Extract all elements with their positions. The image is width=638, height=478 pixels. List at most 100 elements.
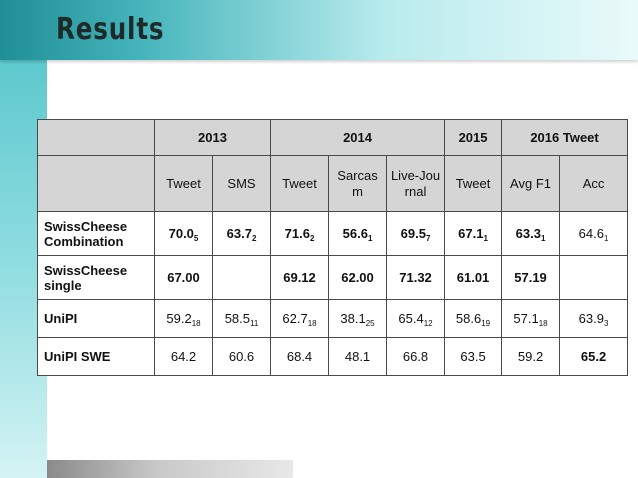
score-value: 63.5 <box>460 349 486 364</box>
rank-subscript: 2 <box>309 234 315 243</box>
score-value: 64.2 <box>170 349 197 364</box>
subheader-cell: Sarcasm <box>328 155 388 212</box>
score-value: 62.00 <box>341 270 374 285</box>
year-header-2013: 2013 <box>153 119 272 156</box>
rank-subscript: 11 <box>250 319 259 328</box>
score-value: 63.9 <box>578 311 604 326</box>
subheader-cell: SMS <box>211 155 272 212</box>
score-cell: 64.2 <box>154 337 213 376</box>
score-value: 63.3 <box>515 226 541 241</box>
score-value: 65.2 <box>580 349 607 364</box>
score-cell: 58.619 <box>444 299 503 338</box>
rank-subscript: 1 <box>367 234 373 243</box>
score-cell: 66.8 <box>386 337 446 376</box>
score-value: 64.6 <box>578 226 604 241</box>
rank-subscript: 2 <box>251 234 257 243</box>
score-cell: 65.412 <box>386 299 446 338</box>
rank-subscript: 5 <box>193 234 199 243</box>
score-cell: 38.125 <box>328 299 388 338</box>
score-cell: 67.11 <box>444 211 503 256</box>
row-label: SwissCheese single <box>37 255 155 300</box>
results-table: 2013 2014 2015 2016 Tweet Tweet SMS Twee… <box>37 119 629 376</box>
subheader-cell: Tweet <box>154 155 213 212</box>
row-label: SwissCheese Combination <box>37 211 155 256</box>
subheader-cell: Tweet <box>270 155 330 212</box>
subheader-row: Tweet SMS Tweet Sarcasm Live-Journal Twe… <box>37 155 629 212</box>
score-cell: 63.93 <box>559 299 629 338</box>
score-cell <box>559 255 629 300</box>
score-cell: 59.218 <box>154 299 213 338</box>
score-cell: 58.511 <box>211 299 272 338</box>
corner-cell-2 <box>37 155 155 212</box>
score-value: 70.0 <box>168 226 194 241</box>
score-cell: 70.05 <box>154 211 213 256</box>
score-value: 69.5 <box>400 226 426 241</box>
score-value: 67.00 <box>167 270 200 285</box>
score-value: 62.7 <box>282 311 308 326</box>
score-value: 61.01 <box>456 270 490 285</box>
score-cell: 63.5 <box>444 337 503 376</box>
score-value: 68.4 <box>286 349 313 364</box>
score-value: 69.12 <box>283 270 316 285</box>
rank-subscript: 18 <box>191 319 201 328</box>
score-cell: 61.01 <box>444 255 503 300</box>
table-row: UniPI 59.218 58.511 62.718 38.125 65.412 58.61… <box>37 299 629 338</box>
rank-subscript: 7 <box>425 234 431 243</box>
score-value: 48.1 <box>344 349 371 364</box>
score-value: 56.6 <box>342 226 368 241</box>
rank-subscript: 12 <box>423 319 433 328</box>
score-value: 71.32 <box>399 270 432 285</box>
rank-subscript: 18 <box>307 319 317 328</box>
rank-subscript: 25 <box>365 319 375 328</box>
rank-subscript: 3 <box>603 319 609 328</box>
score-cell: 57.19 <box>501 255 561 300</box>
score-cell: 48.1 <box>328 337 388 376</box>
header-band <box>0 0 638 60</box>
score-cell <box>211 255 272 300</box>
score-cell: 57.118 <box>501 299 561 338</box>
year-header-2016-tweet: 2016 Tweet <box>501 119 629 156</box>
table-row: UniPI SWE 64.2 60.6 68.4 48.1 66.8 63.5 59.2 65.… <box>37 337 629 376</box>
row-label: UniPI SWE <box>37 337 155 376</box>
corner-cell <box>37 119 155 156</box>
row-label: UniPI <box>37 299 155 338</box>
table-row: SwissCheese Combination 70.05 63.72 71.62 56… <box>37 211 629 256</box>
score-value: 57.1 <box>513 311 539 326</box>
score-cell: 68.4 <box>270 337 330 376</box>
score-value: 59.2 <box>166 311 192 326</box>
score-cell: 65.2 <box>559 337 629 376</box>
score-cell: 71.32 <box>386 255 446 300</box>
score-cell: 67.00 <box>154 255 213 300</box>
score-value: 58.6 <box>455 311 482 326</box>
subheader-cell: Avg F1 <box>501 155 561 212</box>
score-cell: 56.61 <box>328 211 388 256</box>
table-row: SwissCheese single 67.00 69.12 62.00 71.32 61… <box>37 255 629 300</box>
rank-subscript: 1 <box>483 234 488 243</box>
rank-subscript: 19 <box>481 319 491 328</box>
score-value: 63.7 <box>226 226 252 241</box>
subheader-cell: Acc <box>559 155 629 212</box>
score-value: 71.6 <box>284 226 310 241</box>
score-value: 59.2 <box>517 349 544 364</box>
score-cell: 69.57 <box>386 211 446 256</box>
score-cell: 60.6 <box>211 337 272 376</box>
rank-subscript: 1 <box>540 234 546 243</box>
score-value: 66.8 <box>402 349 429 364</box>
score-cell: 69.12 <box>270 255 330 300</box>
score-value: 60.6 <box>228 349 255 364</box>
year-header-2014: 2014 <box>270 119 446 156</box>
year-header-row: 2013 2014 2015 2016 Tweet <box>37 119 629 156</box>
rank-subscript: 18 <box>538 319 548 328</box>
data-rows: SwissCheese Combination 70.05 63.72 71.62 56… <box>37 211 629 376</box>
score-value: 65.4 <box>398 311 424 326</box>
score-cell: 64.61 <box>559 211 629 256</box>
score-value: 38.1 <box>340 311 366 326</box>
score-cell: 63.72 <box>211 211 272 256</box>
score-value: 67.1 <box>458 226 484 241</box>
score-cell: 62.718 <box>270 299 330 338</box>
score-cell: 59.2 <box>501 337 561 376</box>
subheader-cell: Tweet <box>444 155 503 212</box>
year-header-2015: 2015 <box>444 119 503 156</box>
score-value: 58.5 <box>224 311 250 326</box>
footer-bar <box>47 460 293 478</box>
